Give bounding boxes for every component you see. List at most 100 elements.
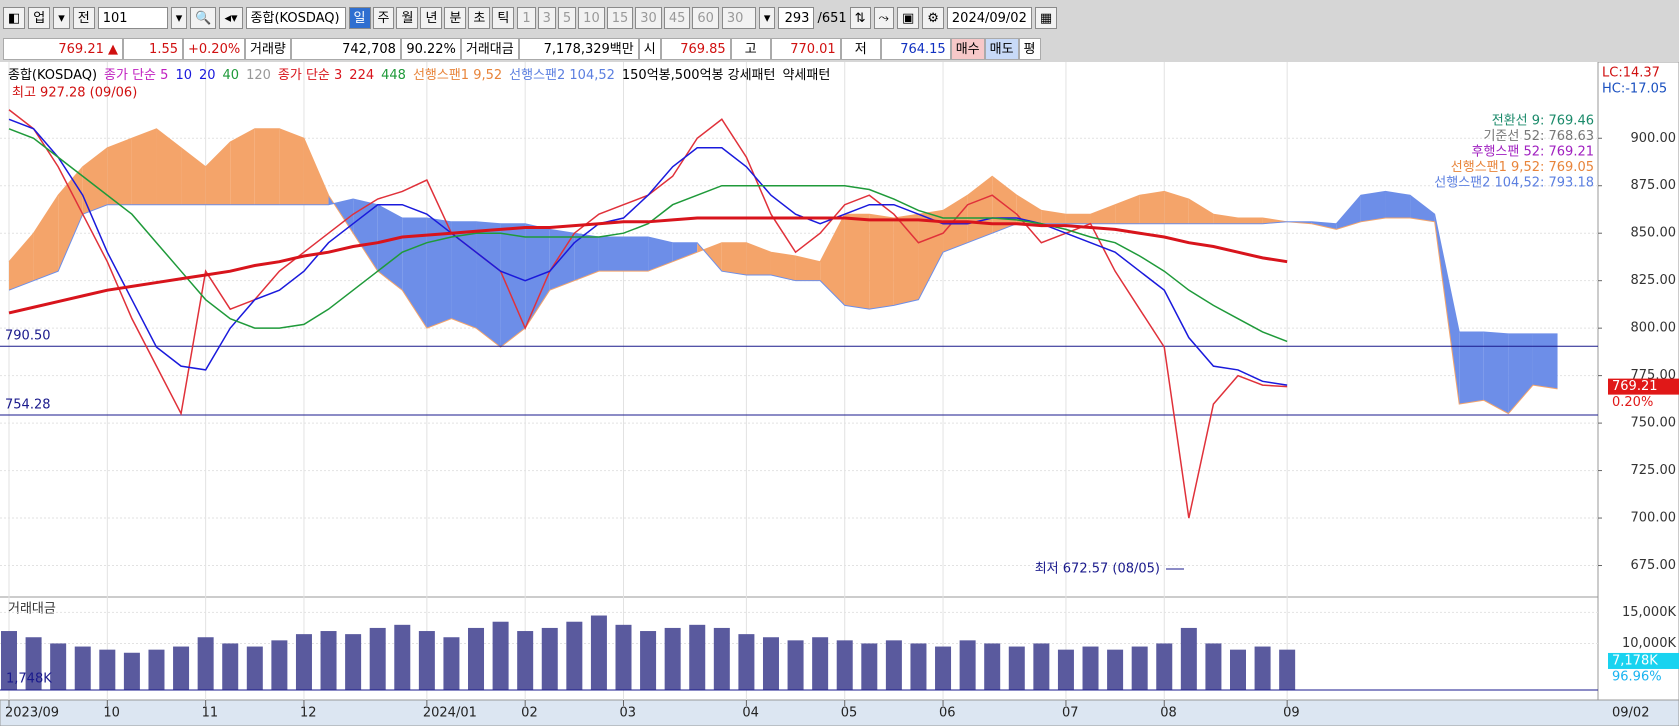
cloud-segment: [476, 221, 501, 348]
settings[interactable]: ⚙: [922, 7, 944, 29]
legend-entry: 선행스팬2 104,52: [509, 67, 615, 83]
high-note: 최고 927.28 (09/06): [12, 86, 137, 101]
interval-button[interactable]: 30: [635, 7, 662, 29]
volume-bar: [1033, 643, 1050, 690]
interval-button[interactable]: 45: [663, 7, 691, 29]
volume-bar: [664, 627, 681, 690]
period-button[interactable]: 주: [372, 7, 395, 29]
date-input[interactable]: 2024/09/02: [946, 7, 1032, 29]
cloud-segment: [623, 237, 649, 272]
volume-bar: [492, 621, 509, 690]
cloud-segment: [893, 214, 919, 306]
period-button[interactable]: 틱: [492, 7, 515, 29]
x-tick-label: 05: [841, 706, 858, 721]
volume-bar: [345, 634, 362, 690]
cloud-segment: [1508, 333, 1533, 414]
x-tick-label: 2024/01: [423, 706, 477, 721]
volume-bar: [1107, 649, 1124, 690]
x-tick-label: 08: [1160, 706, 1177, 721]
indicator-value: 후행스팬 52: 769.21: [1471, 144, 1594, 160]
hc-label: HC:-17.05: [1602, 82, 1667, 97]
legend-entry: 10: [175, 68, 192, 83]
tool[interactable]: ⤳: [873, 7, 894, 29]
interval-button[interactable]: 10: [578, 7, 605, 29]
x-tick-label: 10: [103, 706, 120, 721]
search[interactable]: 🔍: [190, 7, 217, 29]
interval-button[interactable]: 15: [606, 7, 634, 29]
interval[interactable]: 30: [721, 7, 756, 29]
y-tick-label: 700.00: [1631, 511, 1677, 526]
calendar[interactable]: ▦: [1034, 7, 1058, 29]
dropdown[interactable]: ▾: [53, 7, 70, 29]
amount: 7,178,329백만: [518, 38, 639, 60]
price-marker-label: 769.21: [1612, 379, 1658, 394]
volume-bar: [738, 634, 755, 690]
volume-bar: [885, 640, 902, 690]
volume-bar: [222, 643, 239, 690]
cloud-segment: [1090, 204, 1116, 224]
dropdown[interactable]: ▾: [170, 7, 188, 29]
volume-bar: [566, 621, 583, 690]
volume-bar: [468, 627, 485, 690]
interval-button[interactable]: 60: [692, 7, 719, 29]
period-button[interactable]: 초: [468, 7, 491, 29]
volume-bar: [99, 649, 116, 690]
volume-bar: [394, 624, 411, 690]
save[interactable]: ▣: [896, 7, 920, 29]
x-tick-label: 07: [1062, 706, 1079, 721]
market[interactable]: 업: [28, 7, 51, 29]
period-button[interactable]: 년: [420, 7, 443, 29]
period-button[interactable]: 분: [444, 7, 467, 29]
quote-bar: 769.21 ▲ 1.55 +0.20% 거래량 742,708 90.22% …: [0, 36, 1679, 62]
cloud-segment: [9, 233, 34, 291]
prev[interactable]: 전: [72, 7, 95, 29]
support-label: 754.28: [5, 397, 51, 412]
cloud-segment: [1238, 218, 1263, 224]
volume-bar: [861, 643, 878, 690]
interval-button[interactable]: 5: [557, 7, 577, 29]
chart: 675.00700.00725.00750.00775.00800.00825.…: [0, 62, 1679, 726]
low-note: 최저 672.57 (08/05): [1035, 562, 1160, 577]
support-label: 790.50: [5, 329, 51, 344]
cloud-segment: [254, 128, 280, 205]
interval-button[interactable]: 1: [517, 7, 536, 29]
indicator-value: 선행스팬1 9,52: 769.05: [1451, 159, 1594, 175]
volume-rate: 90.22%: [400, 38, 461, 60]
name-input[interactable]: 종합(KOSDAQ): [245, 7, 346, 29]
open: 769.85: [660, 38, 731, 60]
interval-button[interactable]: 3: [537, 7, 556, 29]
avg-button[interactable]: 평: [1018, 38, 1041, 60]
cloud-segment: [131, 128, 157, 205]
menu-icon[interactable]: ◧: [3, 7, 26, 29]
label: 거래대금: [460, 38, 519, 60]
volume-bar: [1057, 649, 1074, 690]
volume-bar: [713, 627, 730, 690]
dropdown[interactable]: ▾: [758, 7, 776, 29]
price-rate: 0.20%: [1612, 395, 1653, 410]
volume-bar: [1205, 643, 1222, 690]
sound[interactable]: ◂▾: [219, 7, 243, 29]
period-button[interactable]: 일: [348, 7, 371, 29]
cloud-segment: [574, 233, 599, 281]
cloud-segment: [549, 229, 575, 291]
y-tick-label: 850.00: [1631, 226, 1677, 241]
tool[interactable]: ⇅: [849, 7, 871, 29]
count[interactable]: 293: [778, 7, 815, 29]
cloud-edge: [8, 128, 1558, 415]
sell-button[interactable]: 매도: [984, 38, 1019, 60]
volume-bar: [1082, 646, 1099, 690]
volume-bar: [836, 640, 853, 690]
volume-bar: [984, 643, 1001, 690]
cloud-segment: [107, 138, 132, 205]
code-input[interactable]: 101: [97, 7, 168, 29]
period-button[interactable]: 월: [396, 7, 419, 29]
total: /651: [817, 10, 847, 26]
buy-button[interactable]: 매수: [950, 38, 985, 60]
cloud-segment: [1532, 333, 1558, 389]
cloud-segment: [1065, 214, 1091, 224]
volume-title: 거래대금: [8, 602, 56, 617]
legend-entry: 종가 단순 3: [278, 68, 342, 83]
price-marker-box: [1608, 378, 1679, 395]
volume-bar: [1156, 643, 1173, 690]
